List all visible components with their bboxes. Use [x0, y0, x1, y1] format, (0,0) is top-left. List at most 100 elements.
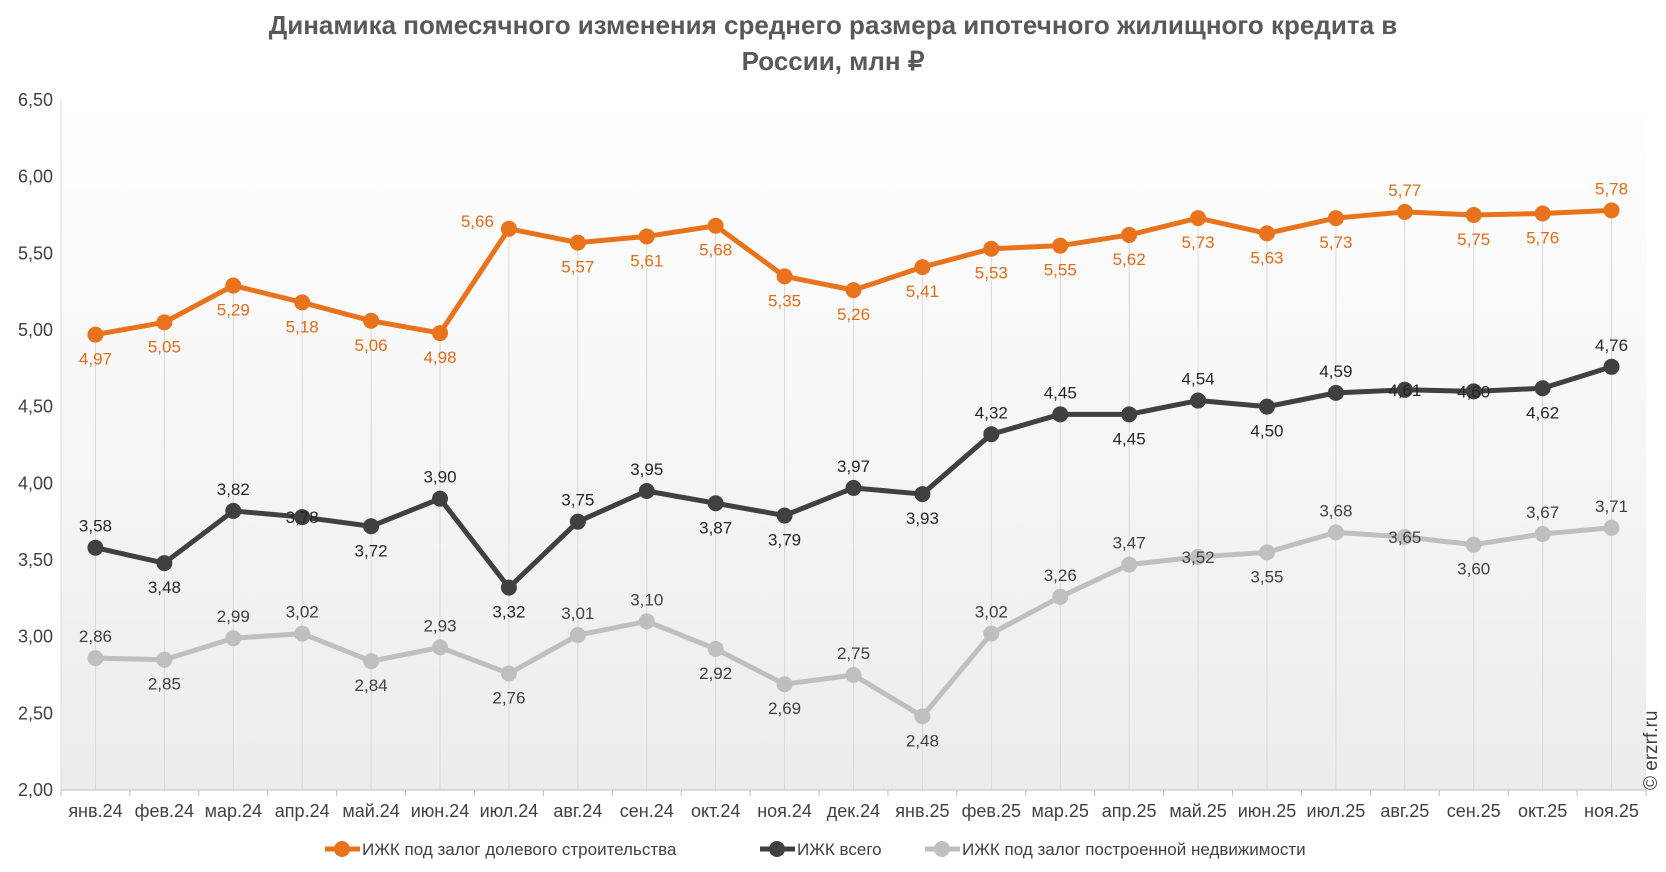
data-point — [1121, 406, 1138, 423]
data-point — [1052, 588, 1069, 605]
chart-title-line-2: России, млн ₽ — [742, 46, 925, 76]
data-point — [845, 667, 862, 683]
data-point — [1465, 207, 1482, 223]
y-axis-ticks: 2,00 2,50 3,00 3,50 4,00 4,50 5,00 5,50 6,00 6,50 — [18, 90, 53, 800]
data-label: 3,78 — [286, 508, 319, 527]
legend: ИЖК под залог долевого строительства ИЖК… — [325, 840, 1306, 859]
data-point — [225, 502, 242, 519]
data-point — [914, 259, 931, 276]
data-label: 2,85 — [148, 675, 181, 694]
data-point — [914, 486, 931, 503]
data-point — [1534, 380, 1551, 397]
data-point — [638, 228, 655, 245]
data-point — [363, 653, 380, 670]
x-tick-label: июн.25 — [1238, 801, 1297, 821]
data-point — [707, 217, 724, 234]
data-point — [87, 650, 104, 667]
data-label: 5,29 — [217, 301, 250, 320]
data-label: 3,60 — [1457, 560, 1490, 579]
x-tick-label: окт.25 — [1518, 801, 1567, 821]
x-tick-label: сен.24 — [620, 801, 674, 821]
data-label: 5,41 — [906, 282, 939, 301]
data-label: 5,26 — [837, 305, 870, 324]
data-point — [363, 518, 380, 535]
x-tick-label: авг.25 — [1380, 801, 1429, 821]
data-label: 2,92 — [699, 664, 732, 683]
x-tick-label: фев.25 — [962, 801, 1021, 821]
x-tick-label: окт.24 — [691, 801, 740, 821]
legend-swatch-marker-2 — [934, 841, 950, 857]
y-tick-label: 4,00 — [18, 473, 53, 493]
y-tick-label: 2,50 — [18, 703, 53, 723]
data-label: 2,84 — [355, 676, 388, 695]
data-label: 2,75 — [837, 644, 870, 663]
data-label: 3,95 — [630, 460, 663, 479]
data-point — [1052, 406, 1069, 423]
data-point — [156, 555, 173, 572]
data-point — [845, 479, 862, 496]
data-label: 4,76 — [1595, 336, 1628, 355]
data-point — [569, 513, 586, 530]
data-label: 4,59 — [1319, 362, 1352, 381]
legend-swatch-marker-0 — [334, 841, 350, 857]
data-label: 2,76 — [492, 688, 525, 707]
data-label: 4,45 — [1113, 429, 1146, 448]
data-point — [1534, 525, 1551, 542]
data-point — [432, 490, 449, 507]
data-point — [1465, 536, 1482, 553]
series-layer — [87, 202, 1620, 725]
data-label: 5,57 — [561, 258, 594, 277]
y-tick-label: 6,00 — [18, 167, 53, 187]
data-label: 4,61 — [1388, 381, 1421, 400]
data-label: 5,62 — [1113, 250, 1146, 269]
data-point — [432, 639, 449, 656]
data-point — [432, 325, 449, 342]
data-label: 4,62 — [1526, 403, 1559, 422]
data-label: 5,06 — [355, 336, 388, 355]
data-point — [156, 651, 173, 668]
y-tick-label: 4,50 — [18, 397, 53, 417]
data-point — [638, 613, 655, 630]
x-tick-label: мар.25 — [1032, 801, 1089, 821]
data-point — [156, 314, 173, 331]
data-point — [1396, 381, 1413, 398]
x-tick-label: июл.24 — [480, 801, 539, 821]
data-label: 4,45 — [1044, 383, 1077, 402]
data-point — [1396, 529, 1413, 545]
data-point — [707, 640, 724, 657]
data-point — [500, 665, 517, 682]
x-tick-label: сен.25 — [1447, 801, 1501, 821]
data-point — [1190, 548, 1207, 565]
data-point — [914, 708, 931, 725]
data-label: 2,99 — [217, 607, 250, 626]
y-tick-label: 3,50 — [18, 550, 53, 570]
data-label: 5,66 — [461, 212, 494, 231]
data-point — [500, 220, 517, 237]
data-label: 4,32 — [975, 403, 1008, 422]
data-label: 3,02 — [286, 603, 319, 622]
data-point — [1603, 202, 1620, 219]
chart-title-line-1: Динамика помесячного изменения среднего … — [269, 10, 1398, 40]
data-label: 5,78 — [1595, 179, 1628, 198]
data-point — [776, 507, 793, 524]
data-point — [225, 277, 242, 294]
y-tick-label: 3,00 — [18, 627, 53, 647]
data-point — [363, 312, 380, 329]
data-point — [500, 579, 517, 596]
y-tick-label: 6,50 — [18, 90, 53, 110]
data-point — [983, 240, 1000, 257]
legend-label-2: ИЖК под залог построенной недвижимости — [962, 840, 1306, 859]
data-label: 2,48 — [906, 731, 939, 750]
x-tick-label: ноя.25 — [1584, 801, 1639, 821]
data-point — [776, 268, 793, 285]
data-label: 5,18 — [286, 317, 319, 336]
data-point — [1327, 210, 1344, 227]
data-point — [707, 495, 724, 512]
data-label: 5,73 — [1182, 233, 1215, 252]
data-label: 5,53 — [975, 264, 1008, 283]
data-point — [294, 294, 311, 311]
data-point — [1258, 225, 1275, 242]
data-label: 3,67 — [1526, 503, 1559, 522]
data-point — [638, 483, 655, 499]
data-label: 3,79 — [768, 531, 801, 550]
